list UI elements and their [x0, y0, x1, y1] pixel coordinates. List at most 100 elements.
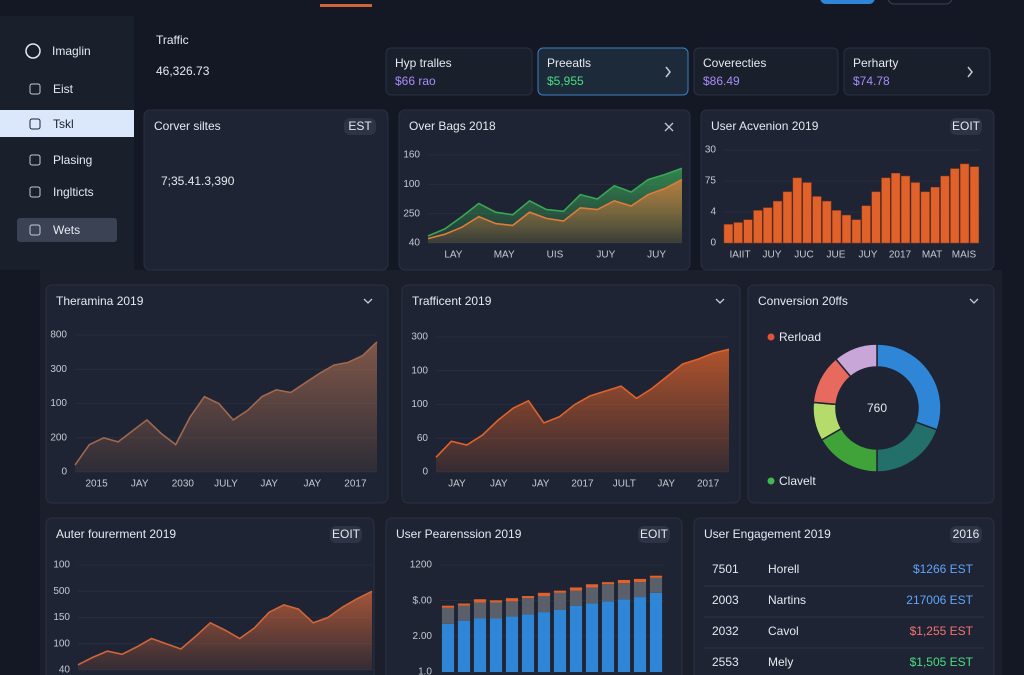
stacked-bar-segment — [585, 603, 599, 672]
bar — [930, 186, 940, 244]
nav-item[interactable]: Inglticts — [53, 185, 94, 199]
nav-icon — [29, 118, 41, 130]
area-line — [77, 590, 373, 666]
stat-label: Preeatls — [547, 56, 591, 70]
panel — [693, 517, 995, 675]
stat-value: $74.78 — [853, 74, 890, 88]
stat-label: Perharty — [853, 56, 898, 70]
stat-label: Hyp tralles — [395, 56, 452, 70]
bar — [920, 191, 930, 244]
stacked-bar-segment — [633, 597, 647, 672]
nav-item[interactable]: Wets — [53, 223, 80, 237]
stacked-bar-segment — [649, 575, 663, 578]
stacked-bar-segment — [489, 602, 503, 619]
stat-card[interactable] — [537, 47, 689, 96]
stacked-bar-segment — [553, 609, 567, 672]
stacked-bar-segment — [649, 592, 663, 672]
stacked-bar-segment — [473, 618, 487, 672]
nav-icon — [29, 224, 41, 236]
bar — [940, 175, 950, 244]
table-id: 2553 — [712, 655, 739, 669]
y-axis-label: 800 — [50, 330, 67, 341]
panel-title: Auter fourerment 2019 — [56, 527, 176, 541]
stacked-bar-segment — [441, 607, 455, 624]
stacked-bar-segment — [585, 584, 599, 588]
stacked-bar-segment — [473, 599, 487, 603]
bar — [792, 177, 802, 244]
x-axis-label: 2017 — [697, 479, 720, 490]
badge-text: 2016 — [953, 527, 980, 541]
bar — [763, 207, 773, 244]
area-line — [74, 341, 378, 466]
area-fill — [428, 179, 682, 243]
nav-icon — [29, 154, 41, 166]
dropdown-icon[interactable] — [969, 298, 979, 304]
area-line — [435, 348, 730, 458]
dropdown-icon[interactable] — [715, 298, 725, 304]
top-button-outline[interactable] — [887, 0, 953, 5]
y-axis-label: $.00 — [413, 595, 433, 606]
x-axis-label: IAIIT — [729, 250, 750, 261]
stat-card[interactable] — [693, 47, 839, 96]
stacked-bar-segment — [617, 599, 631, 672]
stacked-bar-segment — [617, 579, 631, 584]
table-id: 2003 — [712, 593, 739, 607]
nav-active-bg — [0, 110, 134, 137]
y-axis-label: 200 — [50, 432, 67, 443]
stacked-bar-segment — [585, 587, 599, 604]
stacked-bar-segment — [521, 598, 535, 615]
nav-icon — [29, 186, 41, 198]
y-axis-label: 40 — [409, 238, 421, 249]
badge-text: EOIT — [952, 119, 981, 133]
y-axis-label: 40 — [59, 665, 71, 675]
stat-card[interactable] — [843, 47, 991, 96]
area-line — [427, 178, 683, 240]
bar — [723, 224, 733, 244]
y-axis-label: 2.00 — [413, 631, 433, 642]
bar — [772, 200, 783, 244]
dropdown-icon[interactable] — [363, 298, 373, 304]
x-axis-label: MAY — [494, 250, 515, 261]
bar — [743, 219, 753, 244]
stacked-bar-segment — [649, 577, 663, 593]
x-axis-label: JUY — [647, 250, 666, 261]
y-axis-label: 1.0 — [418, 667, 432, 675]
table-name: Nartins — [768, 593, 806, 607]
bar — [960, 163, 970, 244]
y-axis-label: 300 — [411, 332, 428, 343]
x-axis-label: JUY — [763, 250, 782, 261]
nav-item[interactable]: Eist — [53, 82, 74, 96]
table-amount: $1,505 EST — [910, 655, 974, 669]
stacked-bar-segment — [601, 601, 615, 672]
x-axis-label: JAY — [260, 479, 278, 490]
stat-card[interactable] — [385, 47, 533, 96]
nav-item[interactable]: Plasing — [53, 153, 92, 167]
table-amount: 217006 EST — [906, 593, 973, 607]
stacked-bar-segment — [489, 618, 503, 672]
legend-dot — [767, 333, 775, 341]
panel — [747, 284, 995, 504]
panel-title: User Acvenion 2019 — [711, 119, 819, 133]
bar — [900, 175, 911, 244]
x-axis-label: JAY — [131, 479, 149, 490]
x-axis-label: 2017 — [889, 250, 912, 261]
y-axis-label: 0 — [61, 467, 67, 478]
nav-button[interactable] — [17, 218, 117, 242]
y-axis-label: 1200 — [410, 560, 433, 571]
y-axis-label: 100 — [411, 399, 428, 410]
y-axis-label: 0 — [710, 238, 716, 249]
stacked-bar-segment — [601, 582, 615, 585]
badge — [330, 526, 362, 543]
bar — [969, 166, 980, 244]
bar — [861, 205, 871, 244]
stacked-bar-segment — [521, 614, 535, 672]
close-icon[interactable] — [664, 122, 674, 132]
top-button[interactable] — [820, 0, 875, 4]
stat-label: Coverecties — [703, 56, 766, 70]
table-id: 7501 — [712, 562, 739, 576]
stacked-bar-segment — [569, 605, 583, 672]
header-title: Traffic — [156, 33, 189, 47]
panel — [143, 109, 389, 271]
nav-item[interactable]: Tskl — [53, 117, 74, 131]
y-axis-label: 100 — [53, 638, 70, 649]
